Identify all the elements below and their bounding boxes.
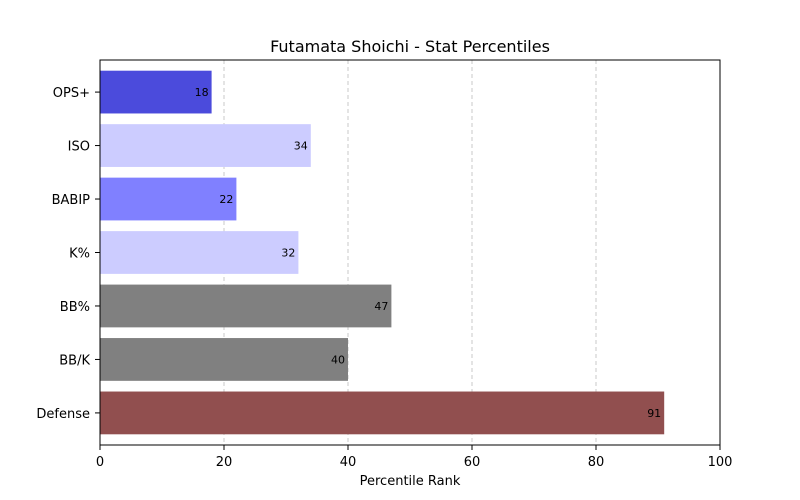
y-tick-label: K%	[69, 247, 90, 262]
plot-frame	[99, 59, 721, 446]
x-axis-label: Percentile Rank	[360, 474, 461, 489]
chart-title: Futamata Shoichi - Stat Percentiles	[270, 37, 550, 56]
x-tick-label: 80	[588, 455, 605, 470]
data-label: 18	[195, 86, 209, 99]
bar	[100, 177, 237, 221]
y-tick-label: BABIP	[52, 193, 91, 208]
data-label: 47	[374, 300, 388, 313]
bar	[100, 284, 392, 328]
x-tick-label: 20	[216, 455, 233, 470]
data-label: 34	[294, 140, 308, 153]
y-axis-ticks: OPS+ ISO BABIP K% BB% BB/K Defense	[36, 86, 100, 422]
x-axis-ticks: 0 20 40 60 80 100	[96, 445, 733, 470]
y-tick-label: BB%	[60, 300, 90, 315]
data-label: 22	[219, 193, 233, 206]
bar	[100, 231, 299, 274]
x-tick-label: 40	[340, 455, 357, 470]
data-label: 32	[281, 247, 295, 260]
x-tick-label: 60	[464, 455, 481, 470]
y-tick-label: OPS+	[53, 86, 90, 101]
y-tick-label: BB/K	[59, 353, 90, 368]
bars: 18 34 22 32 47 40 91	[100, 70, 665, 435]
bar	[100, 70, 212, 114]
bar	[100, 124, 311, 167]
data-label: 40	[331, 353, 345, 366]
y-tick-label: ISO	[68, 140, 90, 155]
data-label: 91	[647, 407, 661, 420]
x-tick-label: 100	[708, 455, 733, 470]
bar	[100, 338, 348, 381]
y-tick-label: Defense	[36, 407, 90, 422]
bar	[100, 391, 665, 435]
x-tick-label: 0	[96, 455, 104, 470]
